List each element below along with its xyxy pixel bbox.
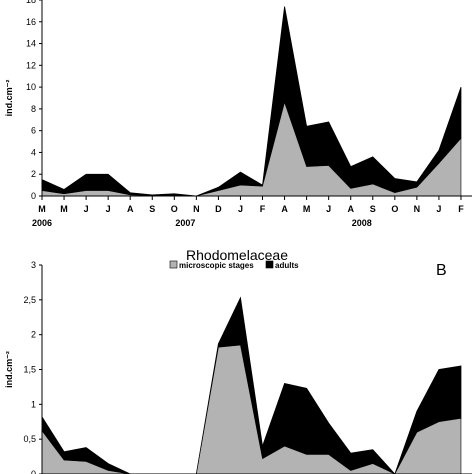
panel-b-chart: 0 0,5 1 1,5 2 2,5 3 ind.cm⁻² Rhodomelaceae Bmicro… [4, 247, 472, 474]
x-tick-label: S [149, 204, 155, 214]
x-tick-label: M [60, 204, 68, 214]
y-tick-label: 12 [26, 60, 36, 70]
panel-letter: B [436, 262, 447, 279]
x-tick-label: O [171, 204, 178, 214]
legend-swatch-microscopic-stages [169, 260, 178, 269]
legend-label-adults: adults [275, 261, 299, 270]
x-tick-label: F [458, 204, 464, 214]
y-tick-label: 16 [26, 17, 36, 27]
y-tick-label: 2 [31, 330, 36, 340]
x-tick-label: A [347, 204, 354, 214]
y-axis-label: ind.cm⁻² [4, 351, 14, 388]
panel-a-chart: 0 2 4 6 8 10 12 14 16 18 ind.cm⁻² M M J J A S O N D J F A M J A S O… [4, 0, 472, 228]
area-microscopic-stages [41, 101, 462, 197]
y-tick-label: 10 [26, 82, 36, 92]
y-tick-label: 3 [31, 260, 36, 270]
x-tick-label: J [84, 204, 89, 214]
x-tick-label: J [238, 204, 243, 214]
y-tick-label: 2,5 [23, 295, 36, 305]
y-tick-label: 8 [31, 104, 36, 114]
x-tick-label: J [436, 204, 441, 214]
year-label: 2006 [32, 218, 52, 228]
legend-swatch-adults [265, 260, 274, 269]
x-tick-label: O [391, 204, 398, 214]
y-tick-label: 1,5 [23, 365, 36, 375]
x-tick-label: S [370, 204, 376, 214]
y-tick-label: 2 [31, 169, 36, 179]
year-label: 2007 [175, 218, 195, 228]
y-tick-label: 18 [26, 0, 36, 5]
x-tick-label: J [106, 204, 111, 214]
area-adults [41, 6, 462, 197]
y-tick-label: 1 [31, 399, 36, 409]
x-tick-label: N [193, 204, 200, 214]
x-tick-label: A [127, 204, 134, 214]
area-microscopic-stages [41, 344, 462, 474]
x-tick-label: M [303, 204, 311, 214]
x-tick-label: M [38, 204, 46, 214]
x-tick-label: D [215, 204, 222, 214]
y-tick-label: 0 [31, 191, 36, 201]
legend-label-microscopic-stages: microscopic stages [179, 261, 254, 270]
y-tick-label: 0 [31, 469, 36, 474]
y-tick-label: 4 [31, 147, 36, 157]
year-label: 2008 [352, 218, 372, 228]
chart-title: Rhodomelaceae [186, 247, 288, 263]
y-tick-label: 14 [26, 39, 36, 49]
y-axis-label: ind.cm⁻² [4, 80, 14, 117]
x-tick-label: N [414, 204, 421, 214]
x-tick-label: A [281, 204, 288, 214]
x-tick-label: F [260, 204, 266, 214]
x-tick-label: J [326, 204, 331, 214]
y-tick-label: 0,5 [23, 434, 36, 444]
y-tick-label: 6 [31, 126, 36, 136]
